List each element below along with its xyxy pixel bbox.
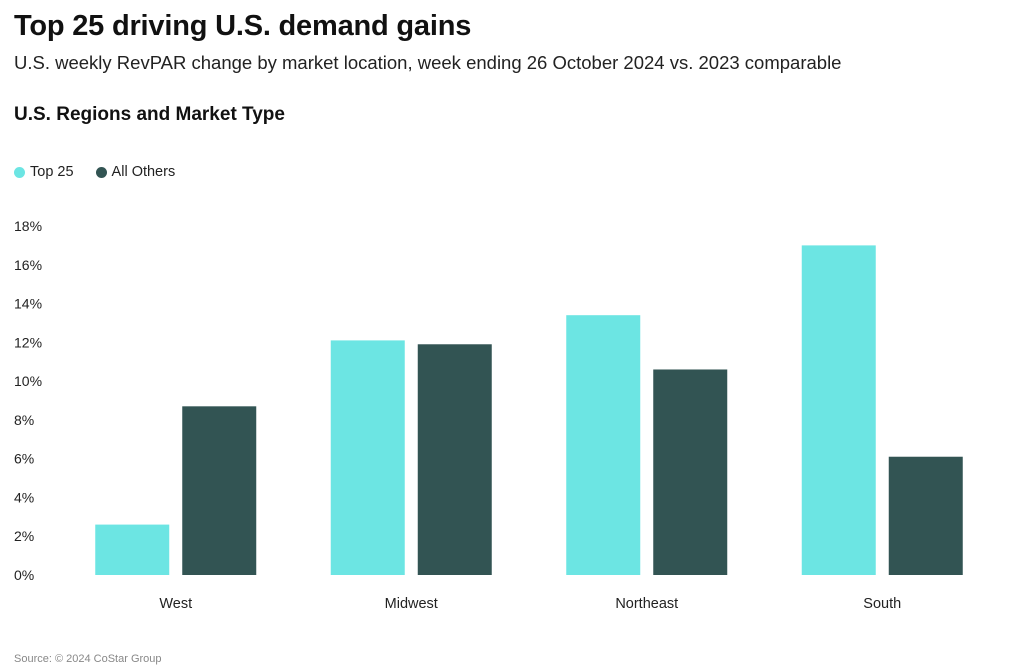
bar-northeast-all-others[interactable]: [653, 369, 728, 575]
legend-label-top25: Top 25: [30, 164, 74, 180]
x-tick-label-west: West: [159, 596, 192, 612]
bar-midwest-top25[interactable]: [330, 340, 405, 575]
y-tick-label: 8%: [14, 412, 34, 428]
x-tick-label-south: South: [863, 596, 901, 612]
y-tick-label: 18%: [14, 218, 42, 234]
x-tick-label-midwest: Midwest: [385, 596, 438, 612]
source-note: Source: © 2024 CoStar Group: [14, 653, 162, 665]
legend-item-top25[interactable]: Top 25: [14, 164, 74, 180]
y-tick-label: 10%: [14, 373, 42, 389]
y-tick-label: 2%: [14, 528, 34, 544]
chart-subtitle: U.S. weekly RevPAR change by market loca…: [14, 52, 842, 73]
legend-label-all-others: All Others: [111, 164, 176, 180]
legend-swatch-top25: [14, 166, 25, 178]
y-tick-label: 12%: [14, 334, 42, 350]
legend-swatch-all-others: [95, 166, 107, 178]
y-tick-label: 0%: [14, 567, 34, 583]
bar-west-all-others[interactable]: [182, 406, 257, 575]
legend-item-all-others[interactable]: All Others: [95, 164, 176, 180]
y-tick-label: 4%: [14, 489, 34, 505]
y-tick-label: 6%: [14, 451, 34, 467]
bar-west-top25[interactable]: [95, 524, 170, 575]
x-tick-label-northeast: Northeast: [615, 596, 678, 612]
y-tick-label: 14%: [14, 296, 42, 312]
bar-midwest-all-others[interactable]: [417, 344, 492, 575]
chart-legend: Top 25 All Others: [14, 164, 197, 180]
bar-northeast-top25[interactable]: [566, 315, 641, 575]
bar-south-all-others[interactable]: [888, 456, 963, 575]
y-tick-label: 16%: [14, 257, 42, 273]
section-title: U.S. Regions and Market Type: [14, 104, 285, 125]
chart-title: Top 25 driving U.S. demand gains: [14, 10, 472, 42]
bar-south-top25[interactable]: [801, 245, 876, 575]
